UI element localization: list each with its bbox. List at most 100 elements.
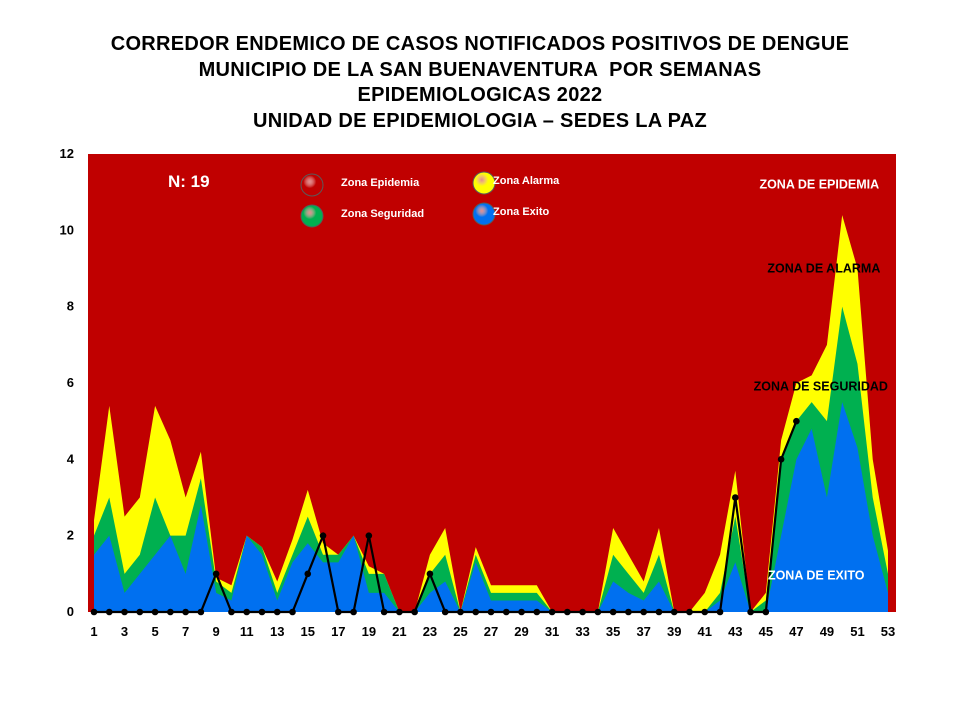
zone-label-zona-de-epidemia: ZONA DE EPIDEMIA (759, 177, 879, 191)
x-tick-label: 1 (90, 624, 97, 639)
x-tick-label: 41 (698, 624, 712, 639)
title-line-1: CORREDOR ENDEMICO DE CASOS NOTIFICADOS P… (110, 33, 850, 55)
case-point-week-45 (762, 608, 770, 616)
y-tick-label: 6 (67, 375, 74, 390)
y-tick-label: 10 (60, 222, 74, 237)
x-tick-label: 39 (667, 624, 681, 639)
x-tick-label: 13 (270, 624, 284, 639)
case-point-week-40 (686, 608, 693, 616)
case-point-week-30 (533, 608, 541, 616)
legend-label-zona-alarma: Zona Alarma (493, 175, 560, 187)
x-tick-label: 51 (850, 624, 864, 639)
legend-swatch-zona-seguridad (300, 204, 324, 228)
case-series (90, 417, 800, 616)
case-point-week-35 (609, 608, 617, 616)
case-point-week-19 (365, 532, 373, 539)
case-point-week-20 (380, 608, 388, 616)
title-line-3: EPIDEMIOLOGICAS 2022 (357, 84, 603, 106)
case-point-week-38 (655, 608, 663, 616)
case-point-week-33 (579, 608, 586, 616)
case-point-week-8 (197, 608, 205, 616)
title-line-4: UNIDAD DE EPIDEMIOLOGIA – SEDES LA PAZ (252, 109, 708, 132)
case-point-week-10 (228, 608, 235, 616)
case-point-week-27 (487, 608, 495, 616)
case-point-week-17 (335, 608, 342, 616)
case-point-week-15 (304, 570, 312, 578)
x-tick-label: 23 (423, 624, 437, 639)
x-tick-label: 7 (182, 624, 189, 639)
x-tick-label: 53 (881, 624, 895, 639)
case-point-week-2 (105, 608, 113, 616)
area-zona-epidemia (88, 154, 896, 612)
x-tick-label: 25 (453, 624, 467, 639)
y-tick-label: 8 (67, 299, 74, 314)
x-tick-label: 3 (121, 624, 128, 639)
x-tick-label: 15 (301, 624, 315, 639)
x-tick-label: 19 (362, 624, 376, 639)
case-point-week-36 (625, 608, 632, 616)
x-tick-label: 21 (392, 624, 406, 639)
x-tick-label: 27 (484, 624, 498, 639)
case-point-week-9 (212, 570, 220, 578)
case-point-week-4 (136, 608, 144, 616)
case-point-week-34 (594, 608, 602, 616)
case-point-week-5 (151, 608, 159, 616)
x-tick-label: 31 (545, 624, 559, 639)
x-tick-label: 17 (331, 624, 345, 639)
legend-label-zona-seguridad: Zona Seguridad (341, 208, 424, 220)
case-point-week-1 (90, 608, 98, 616)
case-point-week-47 (793, 417, 800, 425)
case-point-week-31 (548, 608, 556, 616)
case-point-week-32 (564, 608, 571, 616)
legend-swatch-zona-alarma (472, 171, 496, 195)
case-point-week-28 (502, 608, 510, 616)
y-tick-label: 12 (60, 146, 74, 161)
zone-areas (88, 154, 896, 612)
legend-label-zona-epidemia: Zona Epidemia (341, 177, 420, 189)
x-tick-label: 35 (606, 624, 620, 639)
x-tick-label: 29 (514, 624, 528, 639)
case-point-week-41 (701, 608, 709, 616)
x-tick-label: 5 (151, 624, 158, 639)
case-point-week-13 (273, 608, 281, 616)
case-point-week-43 (732, 494, 739, 501)
case-point-week-22 (411, 608, 418, 616)
y-tick-label: 0 (67, 604, 74, 619)
case-point-week-42 (716, 608, 724, 616)
case-point-week-46 (777, 456, 785, 463)
case-point-week-23 (426, 570, 434, 578)
case-point-week-16 (319, 532, 327, 539)
x-tick-label: 11 (240, 624, 254, 639)
zone-labels: ZONA DE EPIDEMIA ZONA DE ALARMA ZONA DE SE… (754, 177, 888, 582)
x-tick-label: 43 (728, 624, 742, 639)
case-point-week-3 (121, 608, 128, 616)
case-point-week-44 (747, 608, 754, 616)
case-point-week-12 (258, 608, 266, 616)
case-point-week-26 (472, 608, 480, 616)
case-point-week-21 (396, 608, 403, 616)
case-point-week-18 (350, 608, 357, 616)
chart-title: CORREDOR ENDEMICO DE CASOS NOTIFICADOS P… (0, 32, 960, 134)
case-point-week-14 (289, 608, 296, 616)
area-zona-exito (94, 402, 888, 612)
case-point-week-25 (457, 608, 464, 616)
case-point-week-6 (167, 608, 174, 616)
case-point-week-24 (441, 608, 449, 616)
case-point-week-39 (670, 608, 678, 616)
zone-label-zona-de-exito: ZONA DE EXITO (768, 569, 865, 583)
legend-swatch-zona-exito (472, 202, 496, 226)
legend: N: 19 Zona Epidemia Zona Alarma Zona Seguri… (168, 171, 560, 228)
zone-label-zona-de-seguridad: ZONA DE SEGURIDAD (754, 380, 888, 394)
x-tick-label: 37 (636, 624, 650, 639)
x-tick-label: 33 (575, 624, 589, 639)
x-tick-label: 49 (820, 624, 834, 639)
case-point-week-7 (182, 608, 189, 616)
x-tick-label: 45 (759, 624, 773, 639)
n-total-label: N: 19 (168, 172, 210, 191)
x-tick-label: 47 (789, 624, 803, 639)
y-tick-label: 2 (67, 528, 74, 543)
case-point-week-37 (640, 608, 647, 616)
title-line-2: MUNICIPIO DE LA SAN BUENAVENTURA POR SEM… (198, 58, 762, 81)
